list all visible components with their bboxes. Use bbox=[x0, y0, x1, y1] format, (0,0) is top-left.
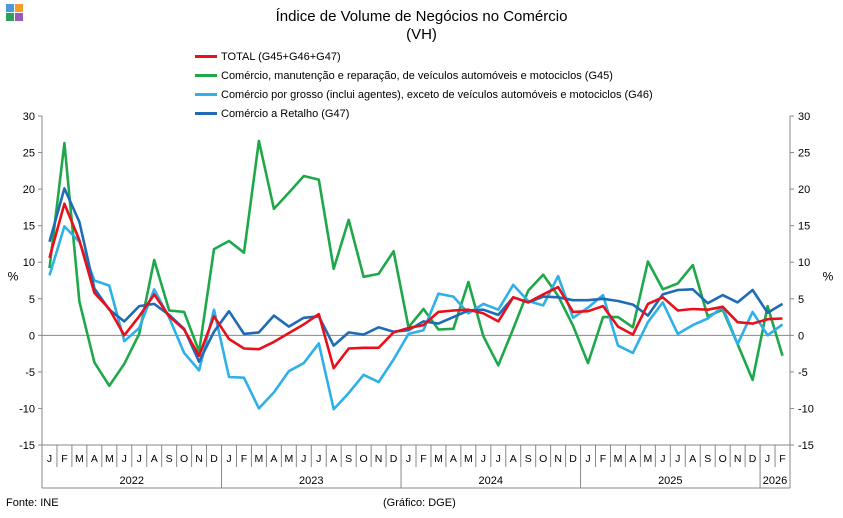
x-tick-label: F bbox=[779, 453, 785, 465]
x-tick-label: M bbox=[434, 453, 443, 465]
x-tick-label: M bbox=[614, 453, 623, 465]
x-tick-label: S bbox=[704, 453, 711, 465]
x-tick-label: J bbox=[137, 453, 142, 465]
legend-item-g45: Comércio, manutenção e reparação, de veí… bbox=[195, 66, 653, 85]
x-tick-label: J bbox=[316, 453, 321, 465]
y-tick-label-right: 15 bbox=[798, 221, 810, 233]
x-tick-label: M bbox=[75, 453, 84, 465]
x-tick-label: M bbox=[464, 453, 473, 465]
y-axis-title-left: % bbox=[8, 270, 19, 284]
legend-label-total: TOTAL (G45+G46+G47) bbox=[221, 50, 341, 63]
y-tick-label-right: 30 bbox=[798, 111, 810, 123]
legend-item-g47: Comércio a Retalho (G47) bbox=[195, 104, 653, 123]
x-tick-label: A bbox=[330, 453, 337, 465]
credit-note: (Gráfico: DGE) bbox=[383, 497, 456, 509]
x-tick-label: A bbox=[151, 453, 158, 465]
y-tick-label-right: -5 bbox=[798, 367, 808, 379]
x-tick-label: O bbox=[360, 453, 368, 465]
x-tick-label: D bbox=[569, 453, 577, 465]
x-tick-label: N bbox=[375, 453, 383, 465]
x-tick-label: S bbox=[166, 453, 173, 465]
chart-title: Índice de Volume de Negócios no Comércio bbox=[275, 8, 568, 25]
y-tick-label-left: 30 bbox=[23, 111, 35, 123]
x-tick-label: J bbox=[496, 453, 501, 465]
x-tick-label: A bbox=[629, 453, 636, 465]
y-tick-label-right: 20 bbox=[798, 184, 810, 196]
y-tick-label-right: -10 bbox=[798, 403, 814, 415]
x-tick-label: J bbox=[122, 453, 127, 465]
x-tick-label: D bbox=[210, 453, 218, 465]
series-line-g46 bbox=[48, 225, 784, 411]
x-tick-label: S bbox=[525, 453, 532, 465]
x-tick-label: J bbox=[585, 453, 590, 465]
legend-label-g47: Comércio a Retalho (G47) bbox=[221, 107, 350, 120]
y-tick-label-right: 10 bbox=[798, 257, 810, 269]
x-tick-label: O bbox=[539, 453, 547, 465]
y-tick-label-right: 0 bbox=[798, 330, 804, 342]
y-tick-label-left: -5 bbox=[25, 367, 35, 379]
x-tick-label: J bbox=[765, 453, 770, 465]
x-tick-label: M bbox=[255, 453, 264, 465]
x-tick-label: F bbox=[420, 453, 426, 465]
y-tick-label-left: 5 bbox=[29, 294, 35, 306]
x-tick-label: A bbox=[689, 453, 696, 465]
legend-swatch-g45 bbox=[195, 74, 217, 77]
x-tick-label: J bbox=[47, 453, 52, 465]
x-tick-label: J bbox=[406, 453, 411, 465]
x-tick-label: D bbox=[749, 453, 757, 465]
legend-swatch-g46 bbox=[195, 93, 217, 96]
x-tick-label: A bbox=[450, 453, 457, 465]
x-tick-label: M bbox=[284, 453, 293, 465]
legend-swatch-g47 bbox=[195, 112, 217, 115]
ine-logo-icon bbox=[6, 4, 24, 22]
x-tick-label: F bbox=[600, 453, 606, 465]
x-tick-label: F bbox=[241, 453, 247, 465]
x-tick-label: A bbox=[270, 453, 277, 465]
x-tick-label: J bbox=[481, 453, 486, 465]
y-axis-title-right: % bbox=[823, 270, 834, 284]
legend-swatch-total bbox=[195, 55, 217, 58]
x-tick-label: N bbox=[195, 453, 203, 465]
y-tick-label-right: 25 bbox=[798, 148, 810, 160]
y-tick-label-right: 5 bbox=[798, 294, 804, 306]
x-tick-label: J bbox=[660, 453, 665, 465]
y-tick-label-right: -15 bbox=[798, 440, 814, 452]
x-tick-label: J bbox=[675, 453, 680, 465]
legend-item-g46: Comércio por grosso (inclui agentes), ex… bbox=[195, 85, 653, 104]
x-tick-label: J bbox=[226, 453, 231, 465]
year-label: 2022 bbox=[120, 475, 144, 487]
x-tick-label: O bbox=[719, 453, 727, 465]
x-tick-label: D bbox=[390, 453, 398, 465]
x-tick-label: S bbox=[345, 453, 352, 465]
year-label: 2023 bbox=[299, 475, 323, 487]
chart-legend: TOTAL (G45+G46+G47) Comércio, manutenção… bbox=[195, 47, 653, 123]
chart-subtitle: (VH) bbox=[406, 26, 437, 43]
x-tick-label: N bbox=[734, 453, 742, 465]
series-line-total bbox=[48, 202, 783, 370]
x-tick-label: A bbox=[510, 453, 517, 465]
x-tick-label: O bbox=[180, 453, 188, 465]
x-tick-label: F bbox=[61, 453, 67, 465]
y-tick-label-left: -10 bbox=[19, 403, 35, 415]
y-tick-label-left: 25 bbox=[23, 148, 35, 160]
y-tick-label-left: 0 bbox=[29, 330, 35, 342]
legend-label-g45: Comércio, manutenção e reparação, de veí… bbox=[221, 69, 613, 82]
y-tick-label-left: -15 bbox=[19, 440, 35, 452]
x-tick-label: M bbox=[105, 453, 114, 465]
y-tick-label-left: 10 bbox=[23, 257, 35, 269]
source-note: Fonte: INE bbox=[6, 497, 59, 509]
y-tick-label-left: 20 bbox=[23, 184, 35, 196]
x-tick-label: A bbox=[91, 453, 98, 465]
legend-label-g46: Comércio por grosso (inclui agentes), ex… bbox=[221, 88, 653, 101]
year-label: 2026 bbox=[763, 475, 787, 487]
legend-item-total: TOTAL (G45+G46+G47) bbox=[195, 47, 653, 66]
y-tick-label-left: 15 bbox=[23, 221, 35, 233]
year-label: 2024 bbox=[479, 475, 503, 487]
x-tick-label: N bbox=[554, 453, 562, 465]
x-tick-label: J bbox=[301, 453, 306, 465]
series-line-g45 bbox=[48, 139, 784, 388]
year-label: 2025 bbox=[658, 475, 682, 487]
x-tick-label: M bbox=[644, 453, 653, 465]
